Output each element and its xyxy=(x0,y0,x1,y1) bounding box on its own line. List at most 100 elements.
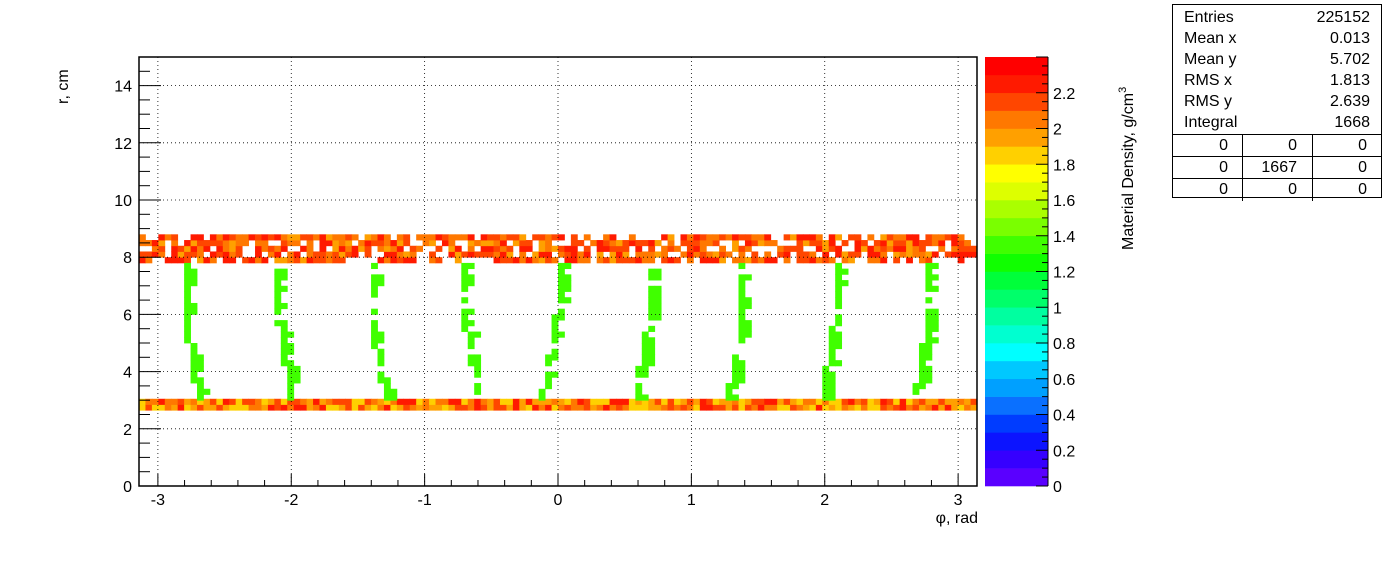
heatmap-cell xyxy=(738,360,746,367)
heatmap-cell xyxy=(635,240,643,247)
heatmap-cell xyxy=(480,240,488,247)
heatmap-cell xyxy=(184,314,191,321)
stat-mean-x: Mean x 0.013 xyxy=(1173,28,1381,49)
heatmap-cell xyxy=(925,331,933,338)
heatmap-cell xyxy=(848,234,855,241)
heatmap-cell xyxy=(274,257,282,264)
heatmap-cell xyxy=(764,398,772,405)
heatmap-cell xyxy=(235,398,243,405)
heatmap-cell xyxy=(815,234,823,241)
heatmap-cell xyxy=(873,240,881,247)
heatmap-cell xyxy=(487,240,494,247)
heatmap-cell xyxy=(377,371,385,378)
palette-swatch xyxy=(985,432,1048,451)
overflow-cell: 0 xyxy=(1358,159,1367,176)
heatmap-cell xyxy=(873,398,881,405)
heatmap-cell xyxy=(371,280,378,287)
heatmap-cell xyxy=(371,262,378,270)
heatmap-cell xyxy=(248,234,256,241)
heatmap-cell xyxy=(712,257,720,264)
heatmap-cell xyxy=(931,325,939,332)
heatmap-cell xyxy=(222,404,230,411)
heatmap-cell xyxy=(751,251,759,258)
heatmap-cell xyxy=(519,234,527,241)
heatmap-cell xyxy=(667,234,675,241)
heatmap-cell xyxy=(835,320,843,327)
heatmap-cell xyxy=(854,251,862,258)
heatmap-cell xyxy=(880,404,888,411)
heatmap-cell xyxy=(828,325,836,332)
heatmap-cell xyxy=(409,257,417,264)
heatmap-cell xyxy=(480,251,488,258)
heatmap-cell xyxy=(274,234,282,241)
overflow-cell: 0 xyxy=(1219,181,1228,198)
heatmap-cell xyxy=(551,325,559,332)
heatmap-cell xyxy=(332,245,340,252)
heatmap-cell xyxy=(235,404,243,411)
heatmap-cell xyxy=(319,398,327,405)
heatmap-cell xyxy=(467,240,475,247)
heatmap-cell xyxy=(732,365,739,372)
heatmap-cell xyxy=(931,251,939,258)
heatmap-cell xyxy=(429,251,436,258)
heatmap-cell xyxy=(467,251,475,258)
heatmap-cell xyxy=(944,398,952,405)
heatmap-cell xyxy=(325,234,333,241)
heatmap-cell xyxy=(783,251,791,258)
heatmap-cell xyxy=(448,251,456,258)
heatmap-cell xyxy=(822,388,830,395)
heatmap-cell xyxy=(751,240,759,247)
heatmap-cell xyxy=(835,337,843,344)
stat-label: RMS y xyxy=(1184,93,1232,110)
palette-swatch xyxy=(985,378,1048,397)
heatmap-cell xyxy=(835,280,843,287)
heatmap-cell xyxy=(358,404,366,411)
heatmap-cell xyxy=(777,404,785,411)
heatmap-cell xyxy=(229,240,237,247)
heatmap-cell xyxy=(648,302,656,310)
heatmap-cell xyxy=(506,257,514,264)
heatmap-cell xyxy=(925,404,933,411)
heatmap-cell xyxy=(332,234,340,241)
heatmap-cell xyxy=(280,331,288,338)
heatmap-cell xyxy=(551,234,559,241)
heatmap-cell xyxy=(222,240,230,247)
heatmap-cell xyxy=(480,234,488,241)
heatmap-cell xyxy=(757,404,765,411)
heatmap-cell xyxy=(661,404,668,411)
heatmap-cell xyxy=(796,251,804,258)
heatmap-cell xyxy=(732,377,739,384)
heatmap-cell xyxy=(377,274,385,281)
heatmap-cell xyxy=(719,398,726,405)
heatmap-cell xyxy=(184,257,191,264)
heatmap-cell xyxy=(925,325,933,332)
x-tick-label: 1 xyxy=(687,492,696,509)
heatmap-cell xyxy=(190,274,198,281)
heatmap-cell xyxy=(912,234,920,241)
heatmap-cell xyxy=(906,245,913,252)
heatmap-cell xyxy=(255,398,262,405)
stat-mean-y: Mean y 5.702 xyxy=(1173,49,1381,70)
heatmap-cell xyxy=(854,404,862,411)
heatmap-cell xyxy=(706,404,714,411)
heatmap-cell xyxy=(693,240,701,247)
z-tick-label: 1.6 xyxy=(1053,193,1075,210)
heatmap-cell xyxy=(886,398,894,405)
heatmap-cell xyxy=(558,314,565,321)
heatmap-cell xyxy=(287,343,295,350)
heatmap-cell xyxy=(893,404,901,411)
heatmap-cell xyxy=(467,320,475,327)
heatmap-cell xyxy=(616,257,623,264)
heatmap-cell xyxy=(809,404,817,411)
heatmap-cell xyxy=(538,404,546,411)
heatmap-cell xyxy=(835,343,843,350)
heatmap-cell xyxy=(648,285,656,292)
heatmap-cell xyxy=(925,377,933,384)
heatmap-cell xyxy=(197,240,204,247)
heatmap-cell xyxy=(964,251,971,258)
x-tick-label: 3 xyxy=(954,492,963,509)
heatmap-cell xyxy=(648,291,656,298)
y-tick-label: 6 xyxy=(123,307,132,324)
heatmap-cell xyxy=(738,274,746,281)
palette-swatch xyxy=(985,343,1048,362)
